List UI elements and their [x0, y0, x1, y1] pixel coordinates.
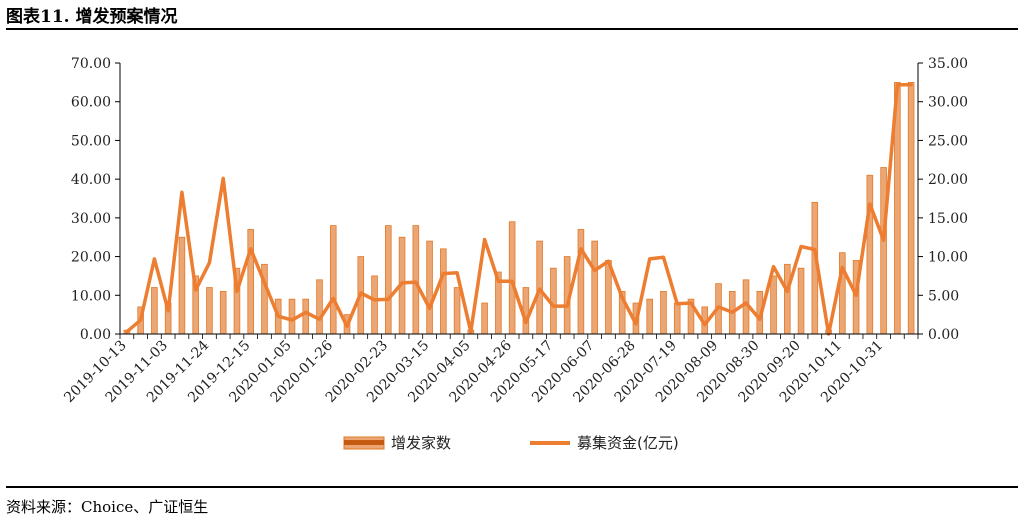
left-tick-label: 40.00	[71, 172, 111, 188]
legend-label-line: 募集资金(亿元)	[577, 434, 679, 452]
bar	[178, 236, 186, 335]
line-series	[125, 82, 913, 336]
left-y-axis: 0.00 10.00 20.00 30.00 40.00 50.00 60.00 70.00	[71, 56, 121, 343]
right-tick-label: 25.00	[928, 133, 968, 149]
right-tick-label: 10.00	[928, 250, 968, 266]
right-tick-label: 30.00	[928, 95, 968, 111]
bar	[151, 287, 158, 335]
left-tick-label: 30.00	[71, 211, 111, 227]
right-tick-label: 20.00	[928, 172, 968, 188]
bar-line-chart: 0.0010.0020.0030.0040.0050.0060.0070.00 …	[61, 56, 968, 452]
legend-label-bar: 增发家数	[391, 434, 451, 452]
top-rule	[6, 28, 1018, 30]
left-tick-label: 70.00	[71, 56, 111, 72]
bar	[839, 252, 846, 335]
page-title: 图表11. 增发预案情况	[6, 7, 178, 27]
bar	[784, 263, 791, 335]
bar	[577, 229, 585, 335]
left-tick-label: 20.00	[71, 250, 111, 266]
left-tick-label: 10.00	[71, 288, 111, 304]
source-note: 资料来源：Choice、广证恒生	[6, 498, 209, 516]
bar	[426, 240, 433, 335]
bar	[412, 225, 420, 335]
bar	[385, 225, 392, 335]
left-tick-label: 0.00	[80, 327, 111, 343]
x-axis: 2019-10-132019-11-032019-11-242019-12-15…	[61, 333, 919, 406]
bar	[646, 298, 653, 335]
bar	[481, 302, 488, 335]
legend-swatch-bar-core	[344, 440, 384, 445]
bar	[329, 225, 337, 335]
bar	[907, 81, 915, 335]
bar	[440, 248, 447, 335]
bar	[371, 275, 378, 335]
bar	[453, 287, 461, 335]
left-tick-label: 60.00	[71, 95, 111, 111]
bar	[673, 302, 681, 335]
bar	[302, 298, 310, 335]
bar	[660, 291, 667, 335]
bar	[247, 229, 254, 335]
line-path	[125, 82, 913, 336]
bar	[219, 291, 227, 335]
bar-series	[123, 81, 915, 335]
right-tick-label: 15.00	[928, 211, 968, 227]
bottom-rule	[6, 486, 1018, 488]
legend: 增发家数 募集资金(亿元)	[343, 434, 679, 452]
bar	[770, 275, 777, 335]
right-y-axis: 0.00 5.00 10.00 15.00 20.00 25.00 30.00 35.00	[917, 56, 968, 343]
bar	[288, 298, 296, 335]
bar	[866, 174, 874, 335]
bar	[316, 279, 323, 335]
bar	[591, 240, 598, 335]
bar	[880, 167, 887, 335]
right-tick-label: 0.00	[928, 327, 959, 343]
right-tick-label: 35.00	[928, 56, 968, 72]
right-tick-label: 5.00	[928, 288, 959, 304]
bar	[522, 287, 530, 335]
bar	[206, 287, 213, 335]
bar	[508, 221, 516, 335]
left-tick-label: 50.00	[71, 133, 111, 149]
bar	[797, 267, 805, 335]
